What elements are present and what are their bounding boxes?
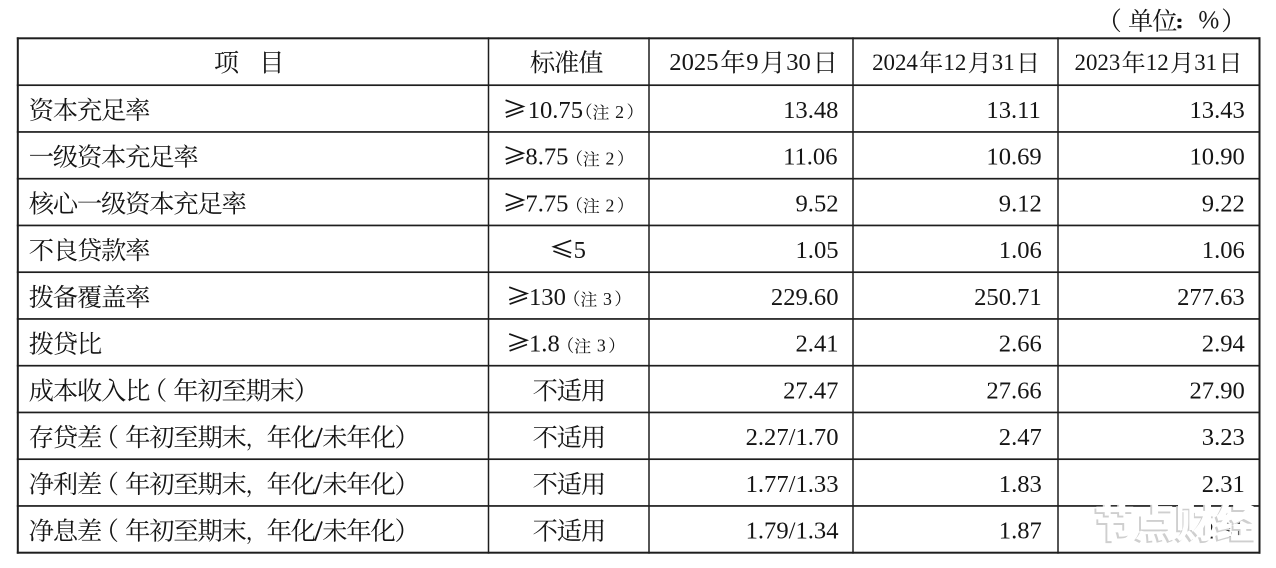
svg-text:1.79/1.34: 1.79/1.34	[746, 518, 839, 545]
svg-text:1.87: 1.87	[999, 518, 1042, 545]
svg-text:229.60: 229.60	[771, 284, 839, 311]
svg-text:2025: 2025	[669, 49, 718, 76]
svg-text:2.47: 2.47	[999, 424, 1042, 451]
svg-text:2: 2	[606, 149, 615, 169]
svg-text:3: 3	[603, 289, 612, 309]
svg-text:1.77/1.33: 1.77/1.33	[746, 471, 839, 498]
svg-text:2.41: 2.41	[796, 331, 839, 358]
svg-text:27.47: 27.47	[783, 377, 838, 404]
svg-text:2.31: 2.31	[1202, 471, 1245, 498]
svg-text:13.11: 13.11	[986, 97, 1040, 124]
svg-text:5: 5	[574, 237, 586, 264]
svg-text:27.66: 27.66	[986, 377, 1041, 404]
svg-text:10.90: 10.90	[1190, 144, 1245, 171]
svg-text:9: 9	[746, 49, 758, 76]
svg-text:27.90: 27.90	[1190, 377, 1245, 404]
svg-text:2024: 2024	[872, 50, 918, 75]
svg-text:250.71: 250.71	[974, 284, 1042, 311]
svg-text:1.05: 1.05	[796, 237, 839, 264]
svg-text:7.75: 7.75	[525, 190, 568, 217]
svg-text:130: 130	[529, 284, 566, 311]
svg-text:9.12: 9.12	[999, 190, 1042, 217]
svg-text:2.94: 2.94	[1202, 331, 1245, 358]
svg-text:30: 30	[786, 49, 811, 76]
svg-text:13.43: 13.43	[1190, 97, 1245, 124]
svg-text:277.63: 277.63	[1177, 284, 1245, 311]
svg-text:1.06: 1.06	[1202, 237, 1245, 264]
svg-text:1.8: 1.8	[529, 331, 560, 358]
svg-text:10.69: 10.69	[986, 144, 1041, 171]
svg-text:3: 3	[597, 336, 606, 356]
svg-text:12: 12	[943, 50, 966, 75]
svg-text:1.83: 1.83	[999, 471, 1042, 498]
svg-text:2.27/1.70: 2.27/1.70	[746, 424, 839, 451]
svg-text:31: 31	[992, 50, 1015, 75]
svg-text:13.48: 13.48	[783, 97, 838, 124]
svg-text:2: 2	[606, 195, 615, 215]
svg-text:31: 31	[1194, 50, 1217, 75]
svg-text:11.06: 11.06	[783, 144, 837, 171]
svg-text:9.22: 9.22	[1202, 190, 1245, 217]
svg-text:2: 2	[615, 102, 624, 122]
svg-text:1.06: 1.06	[999, 237, 1042, 264]
svg-text:3.23: 3.23	[1202, 424, 1245, 451]
svg-text:8.75: 8.75	[525, 144, 568, 171]
svg-text:10.75: 10.75	[528, 97, 583, 124]
svg-text:2.66: 2.66	[999, 331, 1042, 358]
svg-text:9.52: 9.52	[796, 190, 839, 217]
svg-text:12: 12	[1146, 50, 1169, 75]
svg-text:2023: 2023	[1075, 50, 1121, 75]
